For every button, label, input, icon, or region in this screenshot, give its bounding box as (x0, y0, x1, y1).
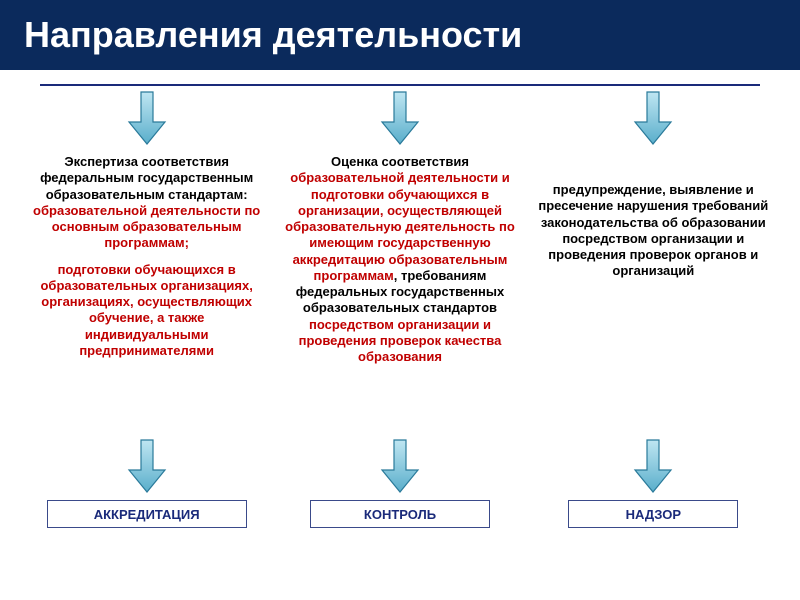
arrow-down-icon (127, 438, 167, 494)
text-block-supervision: предупреждение, выявление и пресечение н… (533, 154, 773, 434)
arrow-down-icon (633, 90, 673, 146)
columns-container: Экспертиза соответствия федеральным госу… (0, 86, 800, 528)
text-segment: образовательной деятельности и подготовк… (285, 170, 515, 283)
text-segment: Экспертиза соответствия федеральным госу… (40, 154, 253, 202)
label-accreditation: АККРЕДИТАЦИЯ (47, 500, 247, 528)
text-segment: посредством организации и проведения про… (299, 317, 502, 365)
text-segment: образовательной деятельности по основным… (33, 203, 260, 251)
text-segment: Оценка соответствия (331, 154, 469, 169)
label-control: КОНТРОЛЬ (310, 500, 490, 528)
arrow-down-icon (633, 438, 673, 494)
text-segment: подготовки обучающихся в образовательных… (40, 262, 252, 358)
arrow-down-icon (380, 438, 420, 494)
label-supervision: НАДЗОР (568, 500, 738, 528)
text-block-control: Оценка соответствия образовательной деят… (280, 154, 520, 434)
text-block-accreditation: Экспертиза соответствия федеральным госу… (27, 154, 267, 434)
column-accreditation: Экспертиза соответствия федеральным госу… (27, 86, 267, 528)
header-band: Направления деятельности (0, 0, 800, 70)
page-title: Направления деятельности (24, 14, 522, 56)
arrow-down-icon (380, 90, 420, 146)
column-supervision: предупреждение, выявление и пресечение н… (533, 86, 773, 528)
column-control: Оценка соответствия образовательной деят… (280, 86, 520, 528)
text-segment: предупреждение, выявление и пресечение н… (538, 182, 768, 278)
arrow-down-icon (127, 90, 167, 146)
